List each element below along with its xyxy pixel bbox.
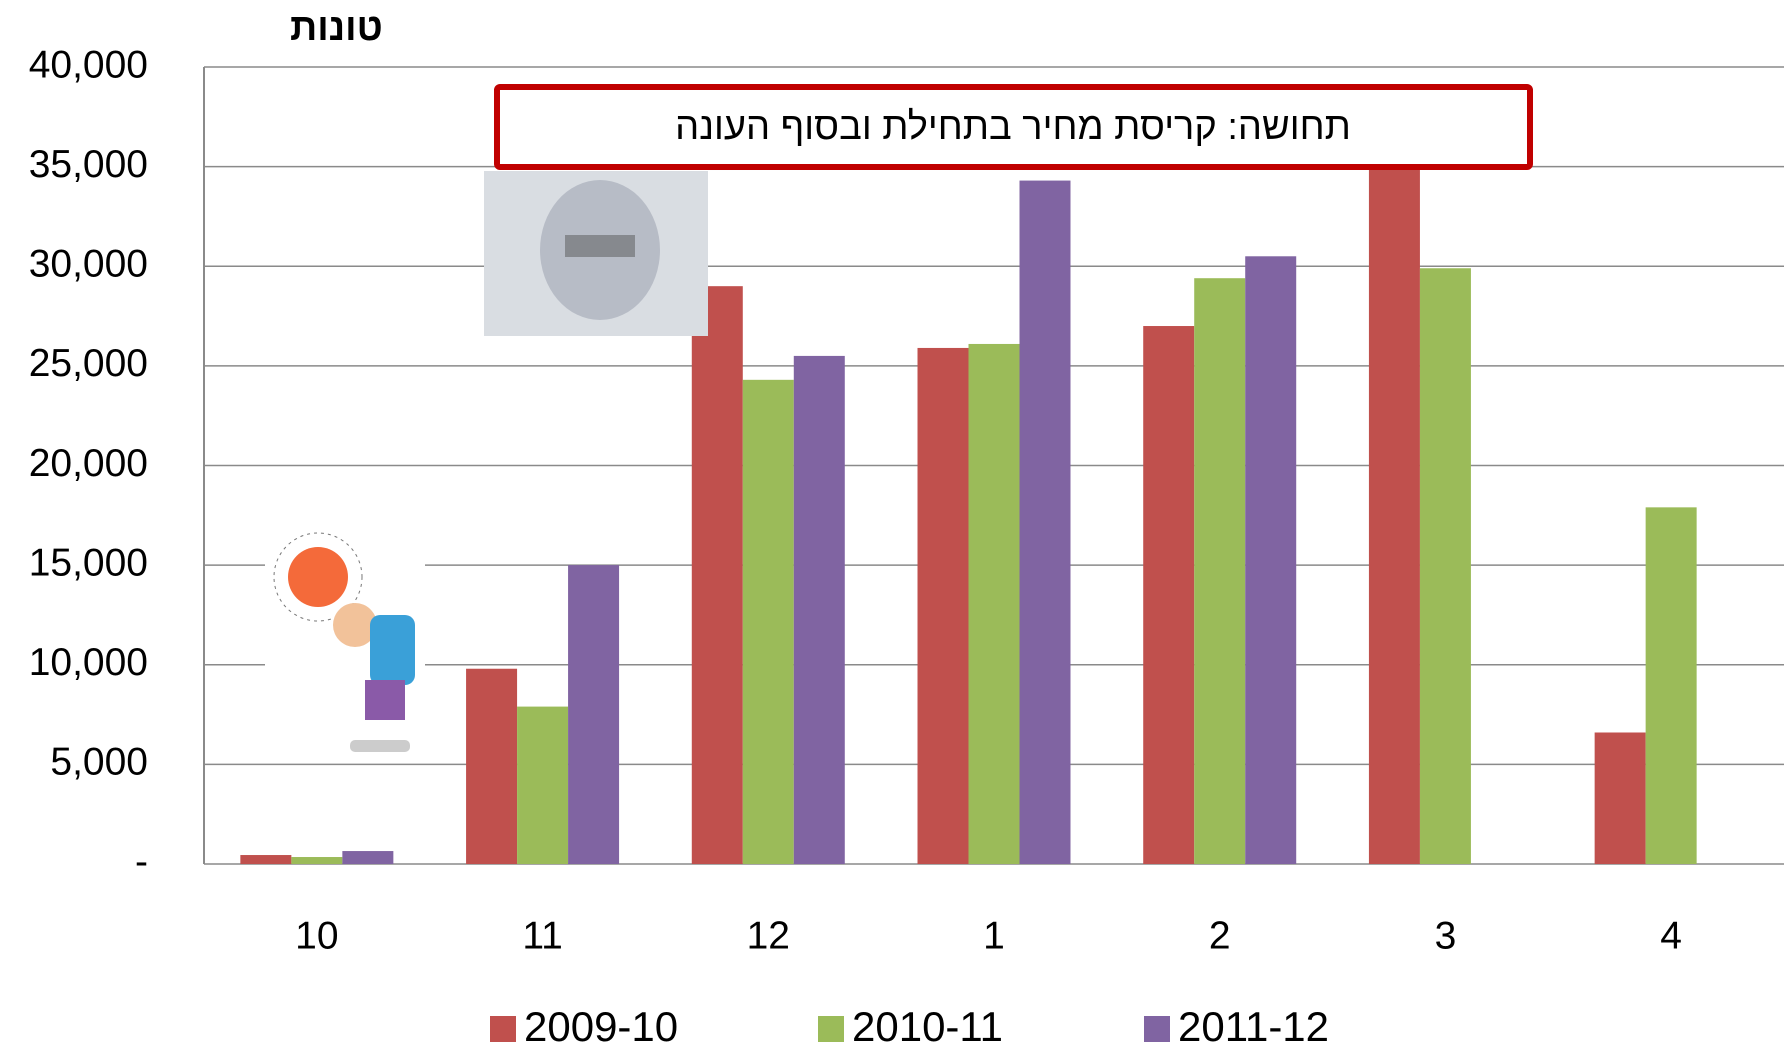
bar: [1194, 278, 1245, 864]
cartoon-shoes: [350, 740, 410, 752]
x-tick-label: 12: [747, 914, 790, 957]
x-tick-label: 2: [1209, 914, 1231, 957]
annotation: תחושה: קריסת מחיר בתחילת ובסוף העונה: [675, 106, 1351, 148]
bar: [240, 855, 291, 864]
x-tick-label: 3: [1435, 914, 1457, 957]
bar: [291, 857, 342, 864]
bar: [1420, 268, 1471, 864]
bar: [692, 286, 743, 864]
bar: [1369, 137, 1420, 864]
legend-swatch: [1144, 1016, 1170, 1042]
y-tick-label: 30,000: [29, 243, 148, 286]
bar: [743, 380, 794, 864]
y-tick-label: 10,000: [29, 641, 148, 684]
legend-label: 2011-12: [1178, 1003, 1329, 1048]
y-tick-label: 40,000: [29, 43, 148, 86]
legend-swatch: [818, 1016, 844, 1042]
y-tick-label: 25,000: [29, 342, 148, 385]
x-tick-label: 1: [983, 914, 1005, 957]
bar: [1595, 732, 1646, 864]
cartoon-shirt: [370, 615, 415, 685]
legend-label: 2010-11: [852, 1003, 1003, 1048]
bar: [1020, 181, 1071, 864]
bar: [794, 356, 845, 864]
y-tick-label: 35,000: [29, 143, 148, 186]
legend-label: 2009-10: [524, 1003, 678, 1048]
bar: [918, 348, 969, 864]
photo-face: [565, 235, 635, 257]
bar: [342, 851, 393, 864]
chart: - 5,000 10,000 15,000 20,000 25,000 30,000 35,0…: [0, 0, 1784, 1048]
y-tick-label: -: [135, 840, 148, 883]
y-tick-label: 15,000: [29, 541, 148, 584]
x-tick-label: 10: [295, 914, 338, 957]
y-axis-label: טונות: [290, 7, 383, 49]
bar: [517, 707, 568, 864]
bar: [1646, 507, 1697, 864]
bar: [466, 669, 517, 864]
plot-area: - 5,000 10,000 15,000 20,000 25,000 30,000 35,0…: [29, 43, 1784, 957]
bar: [1245, 256, 1296, 864]
x-tick-label: 4: [1660, 914, 1682, 957]
y-tick-label: 20,000: [29, 442, 148, 485]
bar: [1143, 326, 1194, 864]
bar: [568, 565, 619, 864]
y-tick-label: 5,000: [50, 741, 148, 784]
bar: [969, 344, 1020, 864]
cartoon-shorts: [365, 680, 405, 720]
cartoon-sun: [288, 547, 348, 607]
legend-swatch: [490, 1016, 516, 1042]
x-tick-label: 11: [522, 914, 563, 957]
